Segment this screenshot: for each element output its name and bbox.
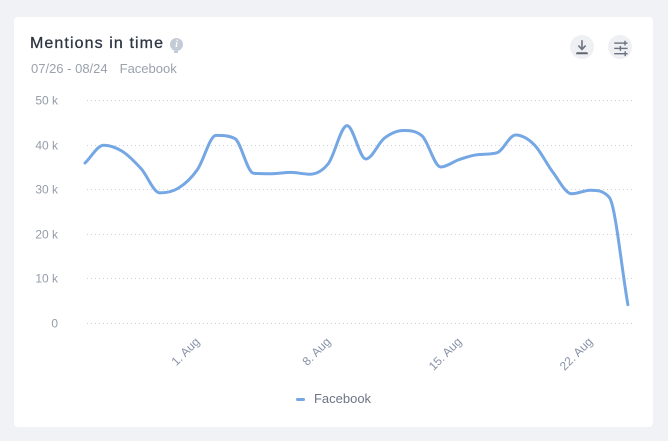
svg-text:22. Aug: 22. Aug (557, 335, 596, 374)
svg-text:40 k: 40 k (35, 139, 59, 153)
svg-text:20 k: 20 k (35, 228, 59, 242)
svg-text:50 k: 50 k (35, 94, 59, 108)
svg-text:15. Aug: 15. Aug (426, 335, 465, 374)
svg-text:8. Aug: 8. Aug (300, 335, 334, 369)
svg-text:10 k: 10 k (35, 272, 59, 286)
svg-text:0: 0 (51, 317, 58, 331)
svg-text:30 k: 30 k (35, 183, 59, 197)
svg-text:1. Aug: 1. Aug (169, 335, 203, 369)
